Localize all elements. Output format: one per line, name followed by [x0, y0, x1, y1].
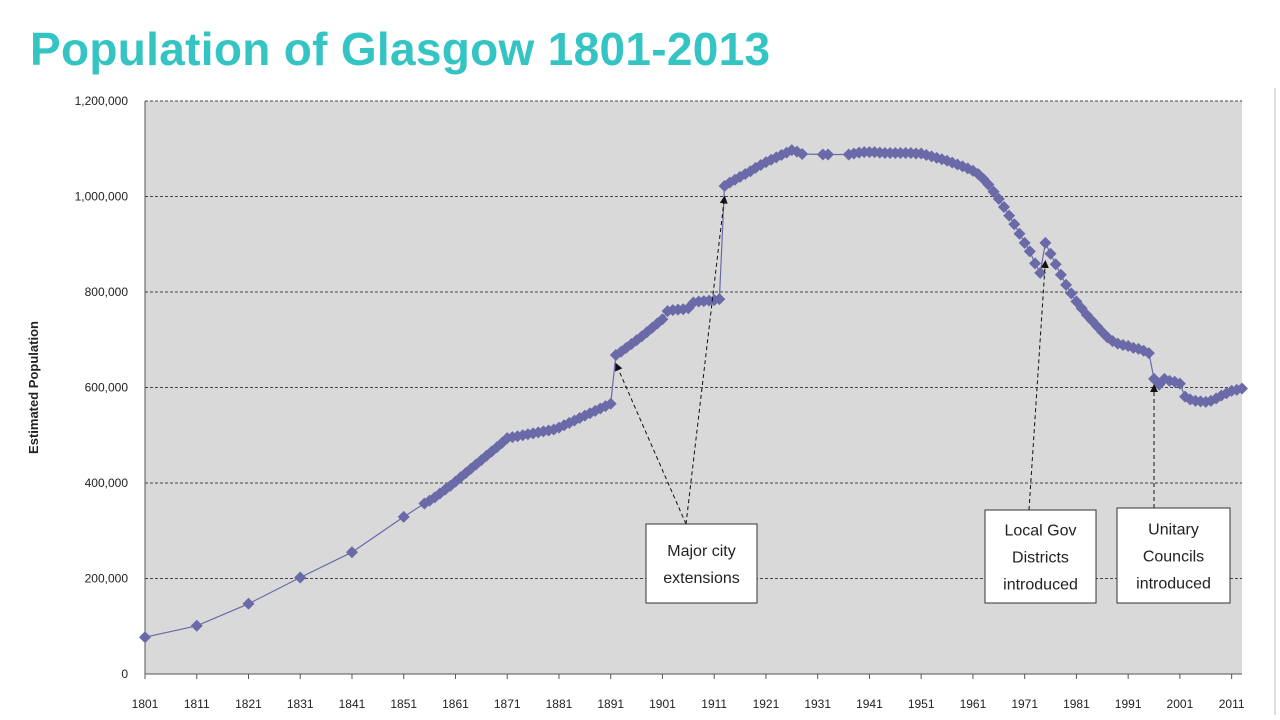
- annotation-text: extensions: [663, 570, 740, 587]
- x-tick-label: 1961: [960, 697, 987, 711]
- x-tick-label: 1861: [442, 697, 469, 711]
- data-point: [1029, 257, 1042, 270]
- data-point: [1023, 245, 1036, 258]
- annotation-text: Major city: [667, 543, 735, 560]
- y-tick-label: 400,000: [85, 476, 129, 490]
- annotation-text: Unitary: [1148, 522, 1199, 539]
- x-tick-label: 1951: [908, 697, 935, 711]
- x-tick-label: 2011: [1219, 697, 1245, 711]
- data-point: [1065, 287, 1078, 300]
- data-point: [1008, 218, 1021, 231]
- x-tick-label: 1941: [856, 697, 883, 711]
- y-tick-label: 800,000: [85, 285, 129, 299]
- data-point: [987, 185, 1000, 198]
- y-axis-ticks: 0 200,000 400,000 600,000 800,000 1,000,000 1,…: [75, 94, 129, 681]
- data-points: [139, 144, 1248, 644]
- annotation-box: [984, 509, 1097, 604]
- data-point: [796, 148, 809, 161]
- data-point: [1034, 266, 1047, 279]
- x-tick-label: 1811: [184, 697, 210, 711]
- annotation-text: Local Gov: [1004, 523, 1076, 540]
- gridlines: [144, 100, 1242, 675]
- x-tick-label: 1931: [804, 697, 831, 711]
- data-point: [1142, 347, 1155, 360]
- x-tick-label: 1831: [287, 697, 314, 711]
- data-point: [397, 510, 410, 523]
- data-point: [997, 201, 1010, 214]
- x-tick-label: 1901: [649, 697, 676, 711]
- y-tick-label: 1,200,000: [75, 94, 129, 108]
- data-point: [1003, 209, 1016, 222]
- y-tick-label: 200,000: [85, 572, 129, 586]
- data-point: [1013, 227, 1026, 240]
- data-point: [1236, 382, 1248, 395]
- data-point: [1060, 278, 1073, 291]
- x-tick-label: 1891: [597, 697, 624, 711]
- annotation-box: [1116, 507, 1231, 604]
- x-tick-label: 1801: [132, 697, 159, 711]
- annotation-arrow: [685, 195, 728, 525]
- annotation-text: Districts: [1012, 550, 1069, 567]
- data-point: [1173, 377, 1186, 390]
- x-tick-label: 1851: [390, 697, 417, 711]
- x-tick-label: 1881: [546, 697, 573, 711]
- x-tick-label: 1911: [701, 697, 727, 711]
- data-point: [242, 597, 255, 610]
- data-point: [982, 178, 995, 191]
- data-point: [345, 546, 358, 559]
- y-tick-label: 600,000: [85, 381, 129, 395]
- x-tick-label: 1921: [753, 697, 780, 711]
- annotation-text: introduced: [1003, 577, 1078, 594]
- page-title: Population of Glasgow 1801-2013: [30, 23, 771, 75]
- x-tick-label: 1841: [339, 697, 366, 711]
- data-point: [656, 313, 669, 326]
- x-tick-label: 1971: [1011, 697, 1038, 711]
- data-point: [1044, 247, 1057, 260]
- data-point: [1039, 236, 1052, 249]
- x-tick-label: 1871: [494, 697, 521, 711]
- data-point: [992, 192, 1005, 205]
- x-tick-label: 1821: [235, 697, 262, 711]
- data-point: [1049, 258, 1062, 271]
- annotation-text: introduced: [1136, 576, 1211, 593]
- data-point: [294, 571, 307, 584]
- x-axis-ticks: 1801 1811 1821 1831 1841 1851 1861 1871 1881 1891…: [132, 674, 1245, 711]
- data-point: [190, 619, 203, 632]
- annotation-text: Councils: [1143, 549, 1204, 566]
- annotation-box: [645, 523, 758, 604]
- x-tick-label: 2001: [1167, 697, 1194, 711]
- data-point: [604, 397, 617, 410]
- annotations: Major city extensions Local Gov Districts in…: [615, 195, 1231, 604]
- data-point: [713, 293, 726, 306]
- annotation-arrow: [615, 362, 687, 525]
- data-point: [1018, 236, 1031, 249]
- data-point: [822, 148, 835, 161]
- y-tick-label: 1,000,000: [75, 190, 129, 204]
- data-point: [1054, 268, 1067, 281]
- data-point: [139, 631, 151, 644]
- y-tick-label: 0: [121, 667, 128, 681]
- x-tick-label: 1981: [1063, 697, 1090, 711]
- y-axis-label: Estimated Population: [26, 321, 41, 454]
- x-tick-label: 1991: [1115, 697, 1142, 711]
